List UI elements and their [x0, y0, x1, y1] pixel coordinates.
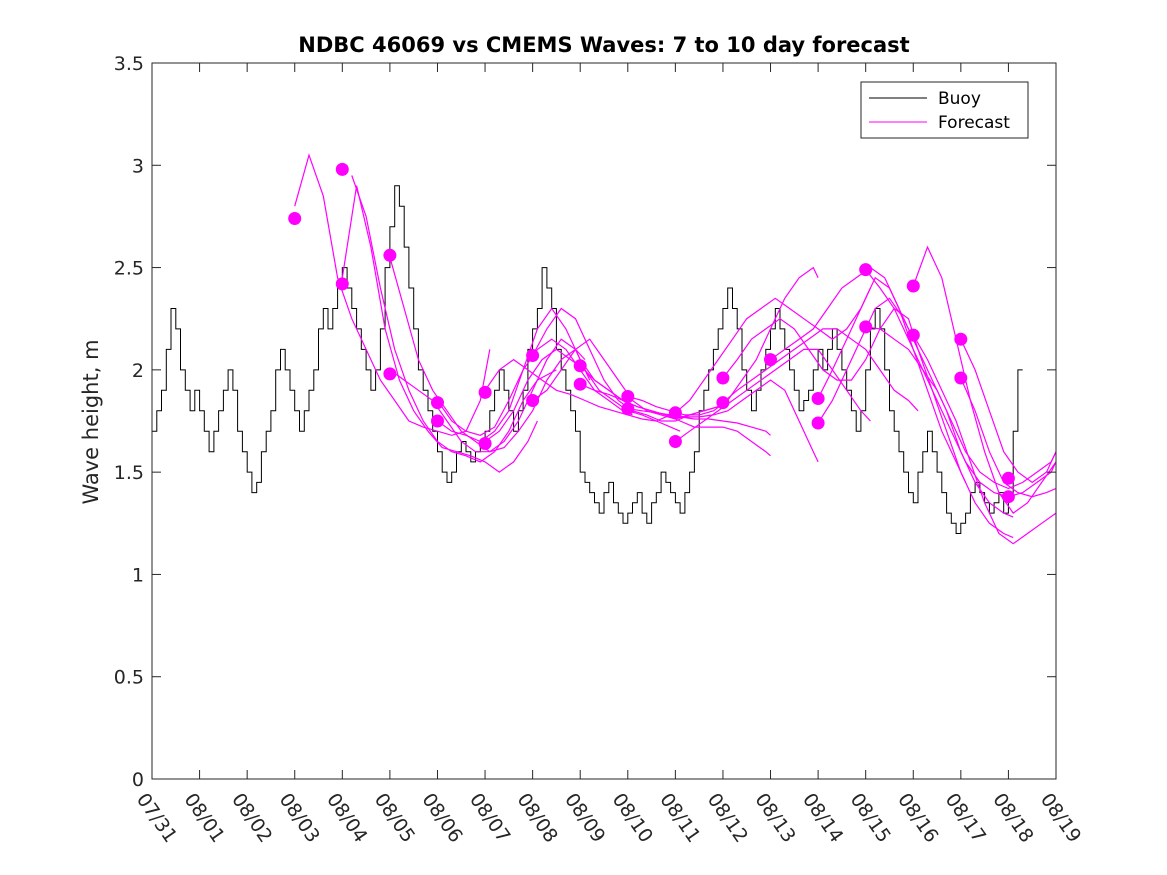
forecast-series-line-6 [437, 338, 633, 436]
y-tick-label: 0 [132, 769, 144, 791]
forecast-marker-12 [573, 359, 587, 373]
forecast-marker-26 [906, 328, 920, 342]
forecast-series-line-28 [960, 377, 1056, 498]
forecast-marker-19 [716, 396, 730, 410]
forecast-series-line-3 [351, 175, 557, 463]
forecast-marker-27 [954, 332, 968, 346]
forecast-series-line-27 [960, 338, 1056, 484]
forecast-marker-20 [764, 353, 777, 367]
plot-area [152, 153, 1056, 545]
legend: Buoy Forecast [860, 81, 1029, 139]
forecast-series-line-23 [865, 269, 1056, 498]
forecast-marker-15 [621, 402, 635, 416]
forecast-series-line-25 [912, 245, 1056, 514]
forecast-marker-3 [335, 277, 349, 291]
forecast-marker-30 [1001, 490, 1015, 504]
forecast-marker-24 [859, 320, 873, 334]
y-tick-label: 0.5 [114, 667, 144, 689]
forecast-marker-14 [621, 390, 635, 403]
forecast-marker-21 [811, 392, 825, 405]
y-tick-label: 1 [132, 564, 144, 586]
chart-title: NDBC 46069 vs CMEMS Waves: 7 to 10 day f… [298, 33, 909, 57]
y-tick-label: 1.5 [114, 462, 144, 484]
forecast-marker-11 [526, 394, 540, 407]
y-tick-label: 2.5 [114, 258, 144, 280]
forecast-marker-7 [431, 414, 444, 428]
forecast-series-line-19 [722, 328, 919, 412]
forecast-series-line-26 [912, 334, 1056, 545]
forecast-marker-10 [526, 349, 540, 362]
forecast-marker-17 [668, 435, 682, 448]
forecast-marker-8 [478, 385, 492, 399]
forecast-series-line-18 [722, 307, 919, 381]
forecast-series-line-2 [341, 185, 538, 473]
forecast-marker-2 [335, 162, 349, 176]
forecast-series-line-15 [627, 379, 819, 463]
forecast-marker-29 [1001, 471, 1015, 485]
forecast-series-line-1 [294, 153, 491, 436]
legend-box [860, 81, 1029, 139]
legend-forecast-label: Forecast [938, 113, 1010, 133]
forecast-marker-6 [431, 396, 444, 410]
forecast-marker-18 [716, 371, 730, 385]
forecast-marker-1 [288, 212, 302, 225]
forecast-series-line-5 [389, 338, 591, 453]
forecast-series-line-9 [484, 358, 681, 422]
forecast-marker-25 [906, 279, 920, 293]
y-tick-label: 3.5 [114, 53, 144, 75]
forecast-marker-16 [668, 406, 682, 420]
forecast-series-line-22 [817, 297, 1014, 518]
y-tick-label: 2 [132, 360, 144, 382]
forecast-marker-23 [859, 263, 873, 277]
forecast-marker-5 [383, 367, 397, 381]
forecast-marker-9 [478, 437, 492, 450]
y-axis-label: Wave height, m [79, 339, 103, 504]
forecast-marker-28 [954, 371, 968, 385]
forecast-marker-22 [811, 416, 825, 430]
forecast-series-line-17 [675, 348, 871, 442]
forecast-series-line-12 [579, 365, 771, 457]
forecast-marker-13 [573, 377, 587, 391]
axes-box [151, 62, 1057, 780]
forecast-series-line-24 [865, 326, 1056, 490]
forecast-marker-4 [383, 248, 397, 262]
y-tick-label: 3 [132, 155, 144, 177]
legend-buoy-label: Buoy [938, 89, 981, 109]
